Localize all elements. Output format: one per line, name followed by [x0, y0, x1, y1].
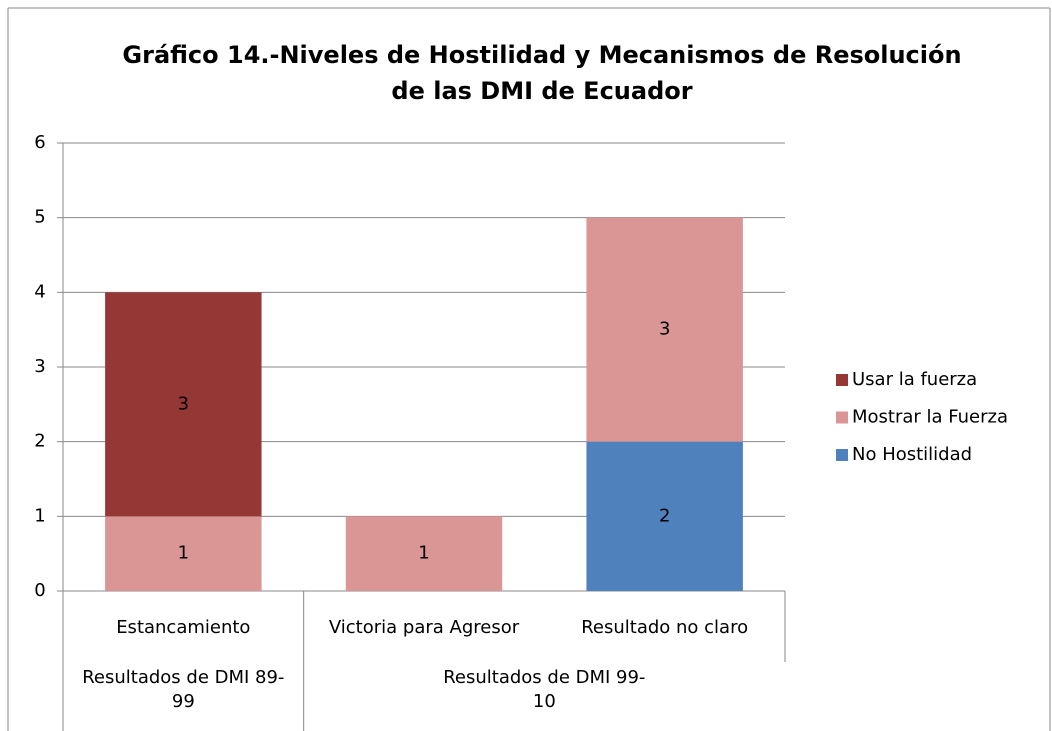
bar-segment: [345, 516, 503, 591]
value-label: 1: [418, 543, 429, 564]
bar-segment: [105, 516, 262, 591]
value-label: 3: [178, 393, 189, 414]
legend-swatch: [836, 374, 848, 386]
bar-segment: [586, 441, 743, 591]
group-label: Resultados de DMI 99-10: [443, 667, 646, 712]
chart-title: de las DMI de Ecuador: [391, 77, 693, 105]
legend-label: Usar la fuerza: [852, 369, 977, 390]
y-tick-label: 3: [34, 356, 45, 377]
y-tick-label: 6: [34, 132, 45, 153]
y-tick-label: 4: [34, 281, 45, 302]
legend-swatch: [836, 449, 848, 461]
x-tick-label: Estancamiento: [116, 617, 250, 638]
x-tick-label: Resultado no claro: [581, 617, 748, 638]
legend-swatch: [836, 411, 848, 424]
group-label: Resultados de DMI 89-99: [82, 667, 285, 712]
value-label: 2: [659, 505, 670, 526]
x-tick-label: Victoria para Agresor: [329, 617, 520, 638]
bar-segment: [105, 292, 262, 517]
y-tick-label: 0: [34, 580, 45, 601]
chart-title: Gráfico 14.-Niveles de Hostilidad y Meca…: [122, 41, 962, 69]
y-tick-label: 1: [34, 505, 45, 526]
value-label: 1: [178, 543, 189, 564]
value-label: 3: [659, 319, 670, 340]
legend-label: No Hostilidad: [852, 444, 972, 465]
legend-label: Mostrar la Fuerza: [852, 407, 1008, 428]
bar-segment: [586, 217, 743, 442]
y-tick-label: 2: [34, 431, 45, 452]
y-tick-label: 5: [34, 207, 45, 228]
